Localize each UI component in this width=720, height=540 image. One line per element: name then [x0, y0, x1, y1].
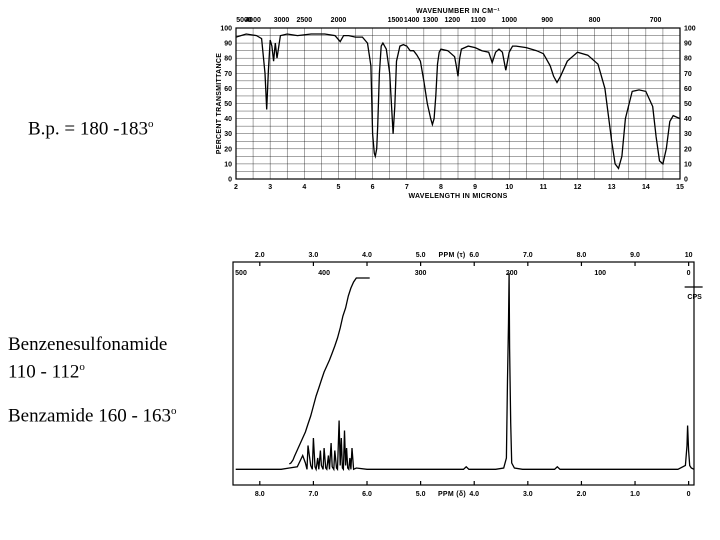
ir-y-tick-label-right: 90 [684, 41, 692, 48]
nmr-bottom-tick-label: 7.0 [309, 491, 319, 498]
ir-x-tick-label: 6 [371, 184, 375, 191]
nmr-hz-tick-label: 400 [318, 270, 330, 277]
nmr-top-tick-label: 6.0 [469, 252, 479, 259]
boiling-point-label: B.p. = 180 -183o [28, 118, 154, 140]
ir-top-tick-label: 1200 [445, 17, 461, 24]
ir-y-tick-label-right: 0 [684, 177, 688, 184]
nmr-hz-tick-label: 100 [594, 270, 606, 277]
ir-y-tick-label-right: 60 [684, 86, 692, 93]
ir-top-tick-label: 800 [589, 17, 601, 24]
compound-melting-point-sulfonamide: 110 - 112o [8, 361, 85, 383]
nmr-bottom-tick-label: 2.0 [577, 491, 587, 498]
ir-top-tick-label: 900 [541, 17, 553, 24]
nmr-spectrum-trace [235, 272, 695, 472]
nmr-top-tick-label: 8.0 [577, 252, 587, 259]
ir-top-tick-label: 700 [650, 17, 662, 24]
nmr-spectrum-chart: 8.0 7.0 6.0 5.0 4.0 3.0 2.0 1.0 0 2.0 3.0 4.0 5.0 6.0… [232, 252, 703, 498]
ir-y-tick-label-right: 100 [684, 26, 696, 33]
ir-x-tick-label: 9 [473, 184, 477, 191]
nmr-top-tick-label: 7.0 [523, 252, 533, 259]
ir-plot-frame [235, 27, 681, 180]
ir-top-tick-label: 1500 [388, 17, 404, 24]
ir-top-axis-title: WAVENUMBER IN CM⁻¹ [416, 8, 500, 15]
nmr-bottom-axis-title: PPM (δ) [438, 491, 466, 498]
ir-y-tick-label-right: 40 [684, 116, 692, 123]
nmr-bottom-tick-label: 4.0 [469, 491, 479, 498]
ir-y-tick-label: 30 [224, 131, 232, 138]
compound-name-benzenesulfonamide: Benzenesulfonamide [8, 334, 168, 355]
ir-top-tick-label: 1300 [423, 17, 439, 24]
ir-top-tick-label: 1000 [501, 17, 517, 24]
ir-grid [235, 27, 681, 180]
ir-y-tick-label: 20 [224, 146, 232, 153]
ir-x-tick-label: 10 [505, 184, 513, 191]
ir-x-tick-label: 12 [574, 184, 582, 191]
ir-y-tick-label-right: 10 [684, 161, 692, 168]
ir-top-tick-label: 1400 [404, 17, 420, 24]
ir-top-tick-label: 5000 [236, 17, 252, 24]
ir-y-tick-label: 90 [224, 41, 232, 48]
nmr-bottom-tick-label: 8.0 [255, 491, 265, 498]
nmr-bottom-tick-label: 5.0 [416, 491, 426, 498]
ir-y-axis-title: PERCENT TRANSMITTANCE [216, 53, 223, 154]
compound-benzamide-label: Benzamide 160 - 163o [8, 405, 177, 427]
ir-top-tick-label: 4000 [245, 17, 261, 24]
ir-y-tick-label: 60 [224, 86, 232, 93]
ir-top-tick-label: 1100 [471, 17, 486, 24]
ir-x-tick-label: 7 [405, 184, 409, 191]
nmr-axis-ticks: 8.0 7.0 6.0 5.0 4.0 3.0 2.0 1.0 0 2.0 3.0 4.0 5.0 6.0… [235, 252, 703, 498]
nmr-cps-unit: CPS [687, 294, 702, 301]
ir-y-tick-label: 10 [224, 161, 232, 168]
ir-y-tick-label-right: 50 [684, 101, 692, 108]
ir-y-tick-label: 70 [224, 71, 232, 78]
ir-y-tick-label: 0 [228, 177, 232, 184]
nmr-hz-tick-label: 300 [415, 270, 427, 277]
nmr-integral-trace [288, 277, 370, 465]
ir-x-tick-label: 14 [642, 184, 650, 191]
ir-x-tick-label: 11 [540, 184, 548, 191]
ir-x-tick-label: 2 [234, 184, 238, 191]
nmr-top-axis-title: PPM (τ) [439, 252, 466, 259]
nmr-plot-frame [232, 261, 695, 486]
nmr-bottom-tick-label: 1.0 [630, 491, 640, 498]
ir-top-tick-label: 3000 [274, 17, 290, 24]
ir-y-tick-label: 100 [220, 26, 232, 33]
nmr-top-tick-label: 9.0 [630, 252, 640, 259]
ir-spectrum-trace [235, 33, 681, 170]
ir-y-tick-label: 40 [224, 116, 232, 123]
nmr-hz-tick-label: 500 [235, 270, 247, 277]
ir-x-tick-label: 4 [302, 184, 306, 191]
nmr-top-tick-label: 10 [685, 252, 693, 259]
ir-x-tick-label: 13 [608, 184, 616, 191]
ir-x-tick-label: 8 [439, 184, 443, 191]
ir-top-tick-label: 2500 [297, 17, 313, 24]
ir-y-tick-label-right: 30 [684, 131, 692, 138]
ir-x-tick-label: 5 [337, 184, 341, 191]
ir-y-tick-label-right: 80 [684, 56, 692, 63]
ir-x-tick-label: 3 [268, 184, 272, 191]
nmr-top-tick-label: 5.0 [416, 252, 426, 259]
nmr-top-tick-label: 2.0 [255, 252, 265, 259]
ir-x-tick-label: 15 [676, 184, 684, 191]
ir-y-tick-label: 50 [224, 101, 232, 108]
nmr-top-tick-label: 4.0 [362, 252, 372, 259]
nmr-hz-tick-label: 0 [687, 270, 691, 277]
ir-y-tick-label-right: 70 [684, 71, 692, 78]
ir-top-tick-label: 2000 [331, 17, 347, 24]
nmr-bottom-tick-label: 6.0 [362, 491, 372, 498]
nmr-bottom-tick-label: 0 [687, 491, 691, 498]
nmr-hz-tick-label: 200 [506, 270, 518, 277]
nmr-top-tick-label: 3.0 [309, 252, 319, 259]
ir-y-tick-label: 80 [224, 56, 232, 63]
ir-y-tick-label-right: 20 [684, 146, 692, 153]
ir-x-axis-title: WAVELENGTH IN MICRONS [408, 193, 507, 200]
nmr-bottom-tick-label: 3.0 [523, 491, 533, 498]
